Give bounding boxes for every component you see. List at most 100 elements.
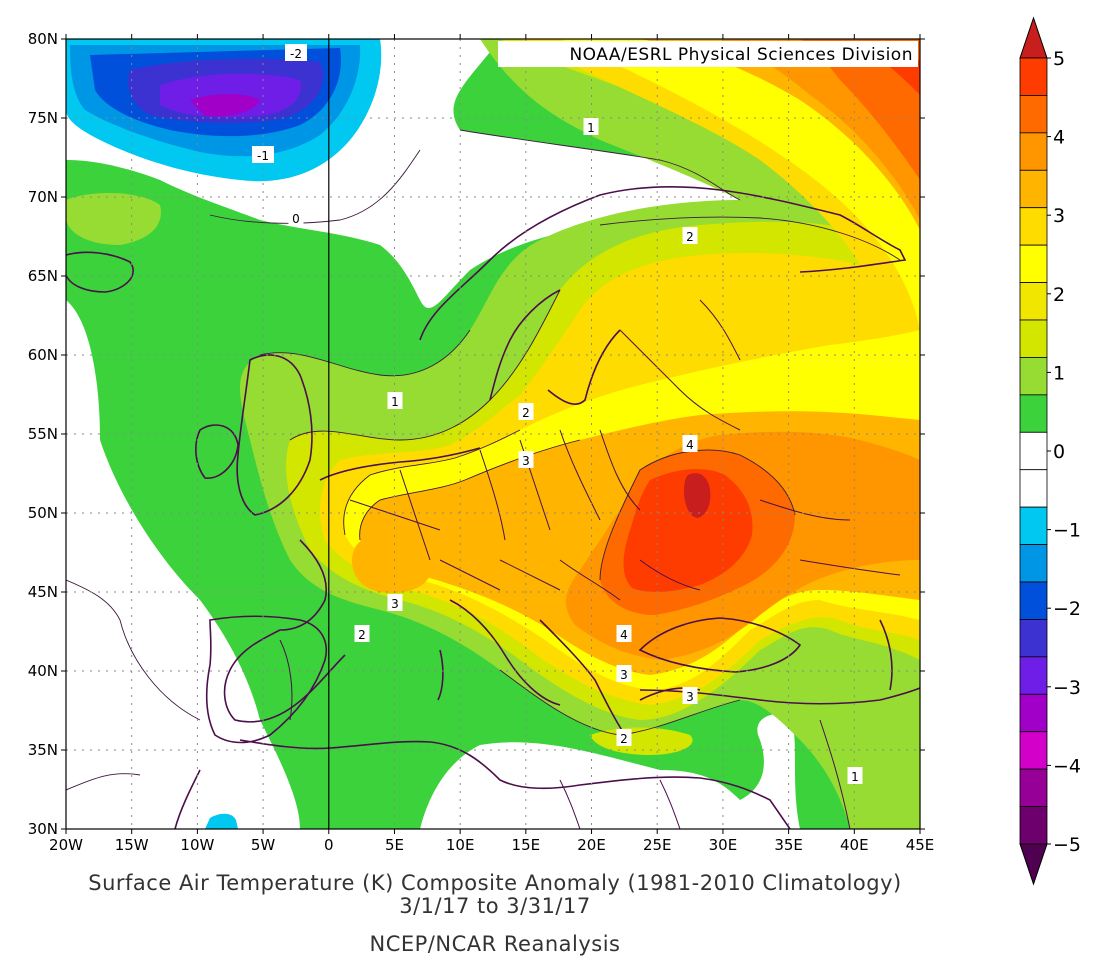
lat-label: 60N bbox=[28, 346, 58, 364]
colorbar-label: −3 bbox=[1053, 677, 1081, 699]
coast-caspian bbox=[879, 619, 893, 691]
pos-area-iceland bbox=[66, 193, 161, 245]
svg-text:-1: -1 bbox=[257, 149, 269, 163]
lon-label: 25E bbox=[643, 836, 672, 854]
colorbar-segment bbox=[1019, 656, 1048, 695]
contour-label: 2 bbox=[354, 625, 370, 642]
lat-label: 70N bbox=[28, 188, 58, 206]
colorbar-label: −5 bbox=[1053, 834, 1081, 856]
lat-label: 50N bbox=[28, 504, 58, 522]
colorbar-segment bbox=[1019, 544, 1048, 583]
lon-label: 5E bbox=[385, 836, 404, 854]
lat-label: 40N bbox=[28, 662, 58, 680]
coast-scandinavia bbox=[419, 185, 907, 405]
colorbar-top-arrow bbox=[1019, 16, 1048, 59]
svg-text:3: 3 bbox=[686, 690, 694, 704]
coast-iceland bbox=[66, 251, 134, 293]
svg-text:0: 0 bbox=[292, 212, 300, 226]
contour-label: -2 bbox=[285, 44, 307, 61]
colorbar-label: 1 bbox=[1053, 362, 1065, 384]
colorbar-segment bbox=[1019, 768, 1048, 807]
svg-text:4: 4 bbox=[686, 438, 694, 452]
contour-label: 2 bbox=[518, 403, 534, 420]
lat-label: 80N bbox=[28, 30, 58, 48]
zero-area-north-africa bbox=[420, 713, 800, 829]
coast-black-sea bbox=[638, 617, 802, 673]
zero-area-west-atlantic bbox=[66, 300, 300, 829]
svg-text:3: 3 bbox=[522, 454, 530, 468]
colorbar-bottom-arrow bbox=[1019, 843, 1048, 886]
lon-axis: 20W 15W 10W 5W 0 5E 10E 15E 20E 25E 30E 35E 40E 45E bbox=[49, 34, 934, 854]
colorbar-label: −1 bbox=[1053, 520, 1081, 542]
svg-text:2: 2 bbox=[522, 406, 530, 420]
lat-label: 35N bbox=[28, 741, 58, 759]
colorbar-label: 0 bbox=[1053, 441, 1065, 463]
colorbar-segment bbox=[1019, 431, 1048, 471]
colorbar-segment bbox=[1019, 693, 1048, 733]
neg-area-greenland-sea-6 bbox=[190, 94, 260, 117]
caption-title: Surface Air Temperature (K) Composite An… bbox=[88, 871, 902, 895]
contour-label: 3 bbox=[518, 451, 534, 468]
contour-label: 1 bbox=[847, 767, 863, 784]
coastlines bbox=[66, 185, 920, 829]
contour-label-group: -2 -1 0 1 2 1 2 3 2 3 4 3 4 3 2 1 bbox=[252, 44, 863, 784]
colorbar-segment bbox=[1019, 132, 1048, 171]
svg-text:2: 2 bbox=[686, 230, 694, 244]
colorbar-segment bbox=[1019, 469, 1048, 508]
colorbar-label: −4 bbox=[1053, 755, 1081, 777]
contour-label: 3 bbox=[682, 687, 698, 704]
lon-label: 0 bbox=[324, 836, 334, 854]
lat-label: 65N bbox=[28, 267, 58, 285]
contour-label: 3 bbox=[387, 594, 403, 611]
lon-label: 20W bbox=[49, 836, 83, 854]
lat-label: 30N bbox=[28, 820, 58, 838]
map-plot-area: NOAA/ESRL Physical Sciences Division -2-… bbox=[66, 39, 920, 829]
contour-label: 1 bbox=[583, 118, 599, 135]
lon-label: 15E bbox=[512, 836, 541, 854]
lon-label: 15W bbox=[115, 836, 149, 854]
pos-area-5-5 bbox=[684, 473, 711, 518]
svg-text:4: 4 bbox=[620, 628, 628, 642]
colorbar-segment bbox=[1019, 207, 1048, 246]
colorbar-segment bbox=[1019, 731, 1048, 770]
contour-label: 2 bbox=[616, 729, 632, 746]
svg-text:1: 1 bbox=[851, 770, 859, 784]
coast-western-europe bbox=[223, 447, 481, 723]
colorbar-label: 5 bbox=[1053, 48, 1065, 70]
coast-iberia bbox=[205, 615, 327, 744]
contour-label: 3 bbox=[616, 665, 632, 682]
colorbar-segment bbox=[1019, 282, 1048, 321]
colorbar-segment bbox=[1019, 806, 1048, 845]
contour-label: 0 bbox=[288, 209, 304, 226]
svg-text:1: 1 bbox=[587, 121, 595, 135]
colorbar-segment bbox=[1019, 319, 1048, 358]
svg-text:-2: -2 bbox=[290, 47, 302, 61]
credit-box bbox=[498, 41, 918, 67]
lon-label: 45E bbox=[906, 836, 935, 854]
colorbar-segment bbox=[1019, 169, 1048, 209]
colorbar-label: −2 bbox=[1053, 598, 1081, 620]
lat-label: 55N bbox=[28, 425, 58, 443]
colorbar-segment bbox=[1019, 506, 1048, 545]
colorbar-segment bbox=[1019, 95, 1048, 134]
neg-area-west-africa bbox=[205, 813, 238, 829]
coast-north-africa bbox=[239, 739, 791, 829]
lon-label: 35E bbox=[774, 836, 803, 854]
svg-text:1: 1 bbox=[391, 395, 399, 409]
contour-label: 4 bbox=[682, 435, 698, 452]
svg-text:3: 3 bbox=[391, 597, 399, 611]
contour-label: -1 bbox=[252, 146, 274, 163]
colorbar-label: 3 bbox=[1053, 205, 1065, 227]
political-borders bbox=[279, 299, 901, 829]
lon-label: 5W bbox=[251, 836, 276, 854]
lat-axis: 80N 75N 70N 65N 60N 55N 50N 45N 40N 35N 30N bbox=[28, 30, 925, 838]
colorbar-segment bbox=[1019, 581, 1048, 620]
contour-label: 1 bbox=[387, 392, 403, 409]
coast-italy bbox=[437, 599, 561, 706]
lon-label: 40E bbox=[840, 836, 869, 854]
lon-label: 10W bbox=[180, 836, 214, 854]
svg-text:2: 2 bbox=[620, 732, 628, 746]
coast-british-isles bbox=[195, 354, 313, 516]
credit-label: NOAA/ESRL Physical Sciences Division bbox=[569, 45, 913, 65]
